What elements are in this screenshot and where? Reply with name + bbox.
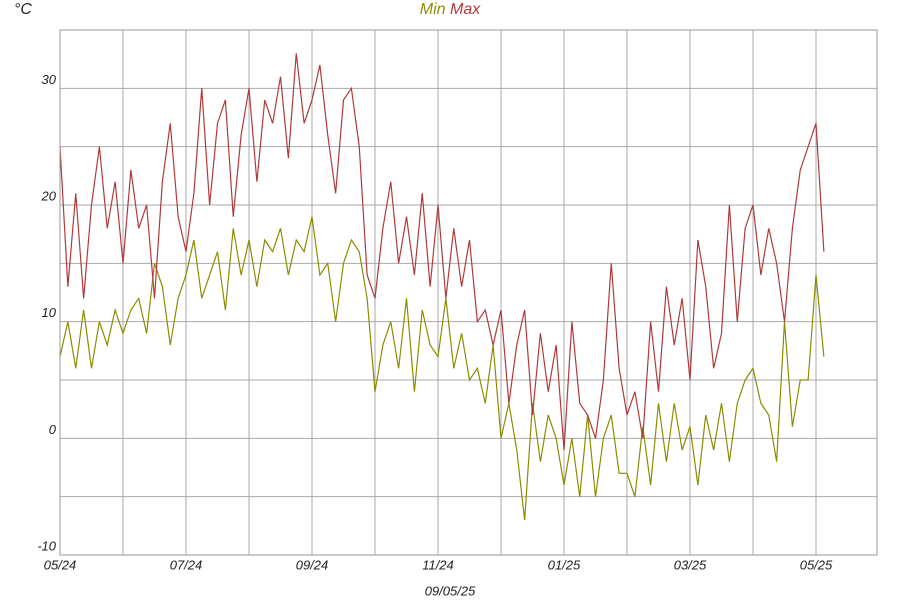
x-tick-label: 01/25 bbox=[548, 557, 581, 572]
y-unit: °C bbox=[14, 1, 32, 18]
y-tick-label: 0 bbox=[49, 422, 57, 437]
date-label: 09/05/25 bbox=[425, 583, 476, 598]
chart-title: Min Max bbox=[420, 1, 481, 18]
legend-entry: Max bbox=[450, 1, 481, 18]
x-tick-label: 07/24 bbox=[170, 557, 203, 572]
x-tick-label: 05/25 bbox=[800, 557, 833, 572]
x-tick-label: 09/24 bbox=[296, 557, 329, 572]
y-tick-label: 20 bbox=[41, 188, 57, 203]
x-tick-label: 03/25 bbox=[674, 557, 707, 572]
y-tick-label: -10 bbox=[37, 538, 57, 553]
y-tick-label: 30 bbox=[42, 72, 57, 87]
series-line bbox=[59, 216, 825, 521]
x-tick-label: 05/24 bbox=[44, 557, 77, 572]
plot-frame bbox=[59, 29, 878, 556]
y-tick-label: 10 bbox=[42, 305, 57, 320]
series-line bbox=[59, 53, 825, 451]
legend-entry: Min bbox=[420, 1, 446, 18]
x-tick-label: 11/24 bbox=[422, 557, 454, 572]
